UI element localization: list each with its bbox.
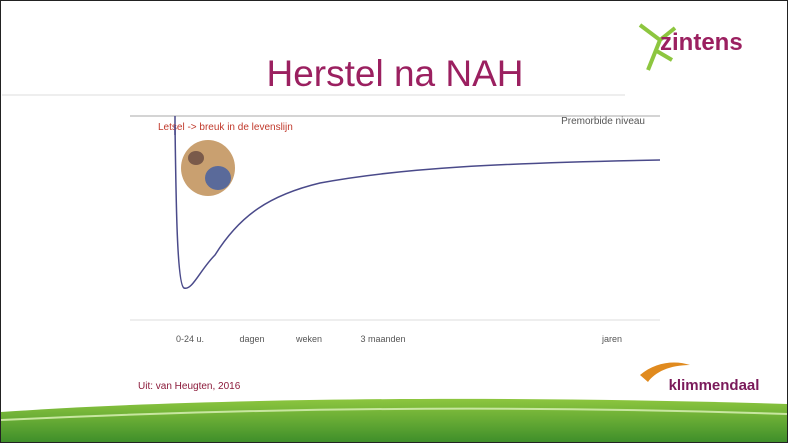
- brain: [181, 140, 235, 196]
- brain-lesion: [205, 166, 231, 190]
- x-label: weken: [295, 334, 322, 344]
- caption-left: Letsel -> breuk in de levenslijn: [158, 122, 293, 133]
- logo-text: zintens: [660, 29, 743, 56]
- slide: Herstel na NAH zintens Letsel -> breuk i…: [0, 0, 788, 443]
- x-label: jaren: [601, 334, 622, 344]
- slide-title: Herstel na NAH: [266, 53, 523, 94]
- x-label: 0-24 u.: [176, 334, 204, 344]
- x-label: 3 maanden: [360, 334, 405, 344]
- brain-detail: [188, 151, 204, 165]
- source: Uit: van Heugten, 2016: [138, 381, 241, 392]
- brain-shape: [181, 140, 235, 196]
- x-label: dagen: [239, 334, 264, 344]
- caption-right: Premorbide niveau: [561, 116, 645, 127]
- logo-text: klimmendaal: [669, 377, 760, 394]
